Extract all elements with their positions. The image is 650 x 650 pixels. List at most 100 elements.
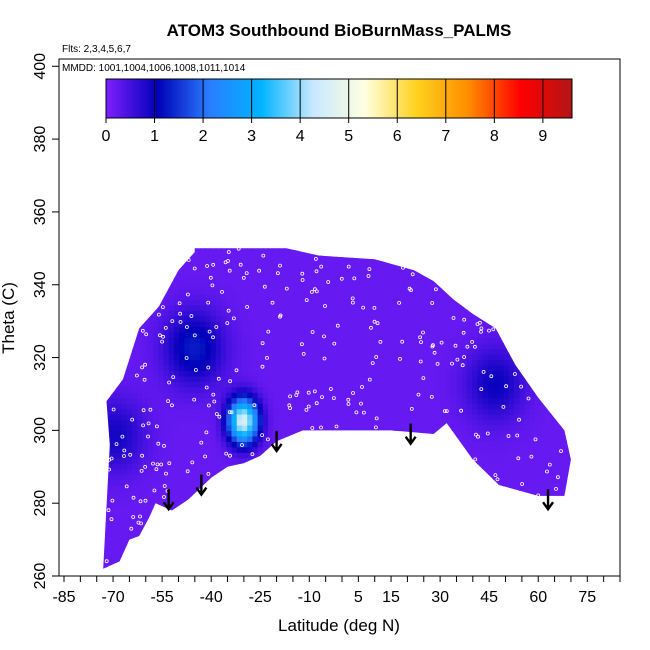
- heatmap-cell: [372, 255, 379, 262]
- heatmap-cell: [252, 250, 259, 257]
- heatmap-cell: [179, 414, 185, 421]
- heatmap-cell: [226, 414, 232, 421]
- heatmap-cell: [95, 534, 101, 540]
- heatmap-cell: [105, 397, 112, 404]
- heatmap-cell: [147, 386, 154, 393]
- heatmap-cell: [419, 556, 426, 563]
- heatmap-cell: [341, 288, 348, 295]
- heatmap-cell: [320, 539, 327, 546]
- heatmap-cell: [299, 364, 306, 371]
- heatmap-cell: [158, 261, 164, 268]
- heatmap-cell: [221, 441, 227, 448]
- heatmap-cell: [320, 479, 327, 486]
- heatmap-cell: [236, 435, 243, 442]
- heatmap-cell: [414, 424, 421, 431]
- heatmap-cell: [456, 457, 463, 464]
- heatmap-cell: [132, 293, 138, 300]
- heatmap-cell: [132, 441, 138, 448]
- heatmap-cell: [85, 338, 91, 344]
- heatmap-cell: [210, 556, 217, 563]
- heatmap-cell: [283, 304, 290, 311]
- heatmap-cell: [241, 457, 248, 464]
- heatmap-cell: [252, 397, 259, 404]
- heatmap-cell: [388, 255, 395, 262]
- heatmap-cell: [85, 480, 91, 486]
- heatmap-cell: [372, 332, 379, 339]
- heatmap-cell: [404, 261, 410, 268]
- heatmap-cell: [163, 353, 170, 360]
- heatmap-cell: [247, 299, 253, 306]
- heatmap-cell: [85, 436, 91, 442]
- heatmap-cell: [398, 545, 405, 552]
- heatmap-cell: [409, 452, 416, 459]
- heatmap-cell: [330, 337, 337, 344]
- heatmap-cell: [273, 550, 280, 557]
- heatmap-cell: [383, 392, 389, 399]
- heatmap-cell: [346, 315, 353, 322]
- heatmap-cell: [430, 452, 437, 459]
- heatmap-cell: [103, 261, 107, 268]
- heatmap-cell: [425, 501, 431, 508]
- heatmap-cell: [90, 512, 96, 518]
- heatmap-cell: [80, 305, 86, 311]
- heatmap-cell: [362, 578, 368, 584]
- heatmap-cell: [103, 523, 107, 530]
- heatmap-cell: [147, 348, 154, 355]
- heatmap-cell: [75, 267, 81, 273]
- heatmap-cell: [461, 310, 468, 317]
- heatmap-cell: [173, 332, 180, 339]
- heatmap-cell: [346, 272, 353, 279]
- heatmap-cell: [388, 299, 395, 306]
- heatmap-cell: [435, 315, 442, 322]
- heatmap-cell: [466, 452, 473, 459]
- heatmap-cell: [430, 435, 437, 442]
- heatmap-cell: [142, 364, 149, 371]
- heatmap-cell: [105, 277, 112, 284]
- heatmap-cell: [236, 534, 243, 541]
- heatmap-cell: [325, 288, 332, 295]
- heatmap-cell: [367, 364, 374, 371]
- heatmap-cell: [105, 566, 112, 569]
- heatmap-cell: [168, 435, 175, 442]
- heatmap-cell: [320, 468, 327, 475]
- heatmap-cell: [330, 506, 337, 513]
- heatmap-cell: [336, 353, 342, 360]
- heatmap-cell: [309, 272, 316, 279]
- heatmap-cell: [173, 375, 180, 382]
- heatmap-cell: [262, 310, 269, 317]
- heatmap-cell: [419, 321, 426, 328]
- heatmap-cell: [446, 419, 452, 426]
- heatmap-cell: [221, 517, 227, 524]
- heatmap-cell: [383, 293, 389, 300]
- heatmap-cell: [341, 517, 348, 524]
- heatmap-cell: [372, 386, 379, 393]
- heatmap-cell: [205, 556, 212, 563]
- heatmap-cell: [435, 370, 442, 377]
- heatmap-cell: [320, 517, 327, 524]
- heatmap-cell: [147, 441, 154, 448]
- heatmap-cell: [226, 353, 232, 360]
- heatmap-cell: [451, 545, 457, 552]
- heatmap-cell: [158, 490, 164, 497]
- heatmap-cell: [210, 282, 217, 289]
- heatmap-cell: [69, 370, 75, 376]
- heatmap-cell: [158, 561, 164, 568]
- heatmap-cell: [64, 414, 70, 420]
- heatmap-cell: [451, 501, 457, 508]
- heatmap-cell: [393, 490, 400, 497]
- heatmap-cell: [336, 321, 342, 328]
- heatmap-cell: [440, 566, 447, 569]
- heatmap-cell: [430, 266, 437, 273]
- heatmap-cell: [372, 452, 379, 459]
- heatmap-cell: [200, 348, 206, 355]
- heatmap-cell: [210, 495, 217, 502]
- heatmap-cell: [85, 261, 91, 267]
- heatmap-cell: [252, 310, 259, 317]
- heatmap-cell: [283, 293, 290, 300]
- heatmap-cell: [315, 495, 321, 502]
- heatmap-cell: [430, 288, 437, 295]
- heatmap-cell: [331, 239, 337, 245]
- heatmap-cell: [80, 512, 86, 518]
- heatmap-cell: [294, 375, 300, 382]
- heatmap-cell: [372, 424, 379, 431]
